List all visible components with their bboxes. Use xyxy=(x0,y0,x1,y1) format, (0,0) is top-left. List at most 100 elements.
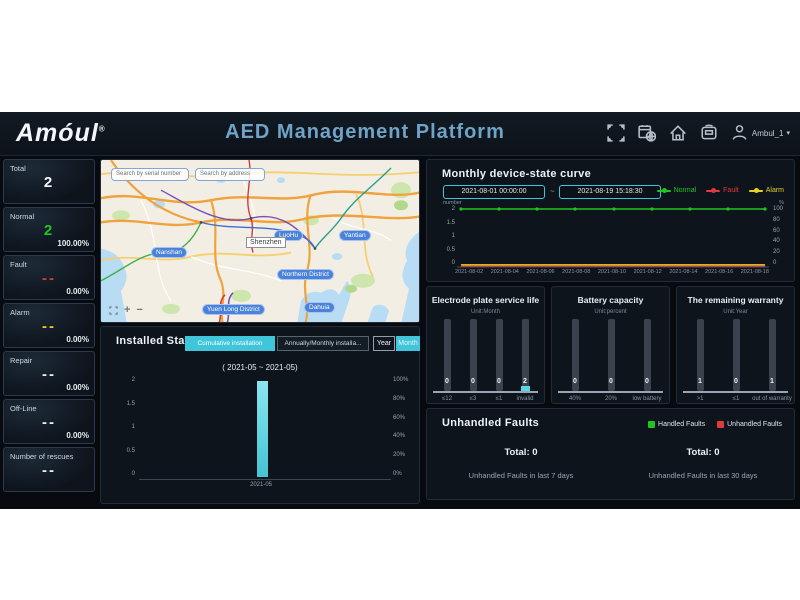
bar-track xyxy=(644,319,651,391)
kpi-label: Normal xyxy=(10,212,35,221)
bar-category: low battery xyxy=(632,396,662,402)
monthly-x-axis: 2021-08-02 2021-08-04 2021-08-06 2021-08… xyxy=(455,269,769,275)
kpi-label: Fault xyxy=(10,260,27,269)
header-bar: Amóul® AED Management Platform Ambul_1 ▾ xyxy=(0,112,800,156)
date-to-input[interactable]: 2021-08-19 15:18:30 xyxy=(559,185,661,199)
bar-track xyxy=(769,319,776,391)
bar-track xyxy=(697,319,704,391)
legend-label: Handled Faults xyxy=(658,421,706,428)
bar-track xyxy=(522,319,529,391)
brand-logo: Amóul® xyxy=(16,119,106,147)
bar-track xyxy=(444,319,451,391)
map-canvas[interactable]: Search by serial number Search by addres… xyxy=(100,159,420,323)
kpi-card-offline: Off-Line -- 0.00% xyxy=(3,399,95,444)
map-fullscreen-icon[interactable] xyxy=(109,305,118,315)
kpi-label: Alarm xyxy=(10,308,30,317)
kpi-label: Total xyxy=(10,164,26,173)
kpi-card-alarm: Alarm -- 0.00% xyxy=(3,303,95,348)
user-icon xyxy=(731,124,749,142)
legend-item-fault[interactable]: Fault xyxy=(706,187,739,194)
legend-label: Fault xyxy=(723,187,739,194)
legend-item-normal[interactable]: Normal xyxy=(656,187,696,194)
installed-date-range: ( 2021-05 ~ 2021-05) xyxy=(222,363,298,372)
baseline xyxy=(558,391,663,393)
date-from-input[interactable]: 2021-08-01 00:00:00 xyxy=(443,185,545,199)
fullscreen-icon[interactable] xyxy=(607,124,625,142)
kpi-label: Number of rescues xyxy=(10,452,74,461)
chevron-down-icon: ▾ xyxy=(786,130,790,137)
bar-fill-invalid xyxy=(521,386,530,391)
dashboard-root: Amóul® AED Management Platform Ambul_1 ▾ xyxy=(0,112,800,509)
map-label-northern-district: Northern District xyxy=(277,269,334,280)
year-button[interactable]: Year xyxy=(373,336,395,351)
home-icon[interactable] xyxy=(669,124,687,142)
bar-value: 0 xyxy=(734,378,738,385)
map-label-dahuia: Dahuia xyxy=(304,302,335,313)
map-zoom-out-button[interactable]: − xyxy=(136,304,143,316)
bar-track xyxy=(470,319,477,391)
baseline xyxy=(683,391,788,393)
tab-annually-monthly-installation[interactable]: Annually/Monthly installa... xyxy=(277,336,369,351)
kpi-card-fault: Fault -- 0.00% xyxy=(3,255,95,300)
installed-y-axis-left: 2 1.5 1 0.5 0 xyxy=(126,377,135,477)
warranty-unit: Unit:Year xyxy=(723,309,748,315)
bar-value: 2 xyxy=(523,378,527,385)
bar-value: 0 xyxy=(445,378,449,385)
kpi-label: Off-Line xyxy=(10,404,37,413)
kpi-percent: 0.00% xyxy=(66,431,89,440)
electrode-title: Electrode plate service life xyxy=(431,295,540,305)
map-label-shenzhen: Shenzhen xyxy=(246,237,286,248)
monthly-curve-plot[interactable] xyxy=(457,206,769,270)
map-tiles xyxy=(101,160,419,322)
legend-line-icon xyxy=(748,188,763,193)
electrode-unit: Unit:Month xyxy=(470,309,500,315)
date-range-separator: ~ xyxy=(550,187,555,196)
map-label-yuen-long-district: Yuen Long District xyxy=(202,304,265,315)
header-icon-cluster: Ambul_1 ▾ xyxy=(607,124,790,142)
bar-category: ≤12 xyxy=(442,396,452,402)
legend-item-alarm[interactable]: Alarm xyxy=(748,187,784,194)
bar-value: 0 xyxy=(497,378,501,385)
kpi-card-total: Total 2 xyxy=(3,159,95,204)
language-calendar-icon[interactable] xyxy=(638,124,657,142)
map-search-address-input[interactable]: Search by address xyxy=(195,168,265,181)
bar-category: >1 xyxy=(696,396,704,402)
caption-30-days: Unhandled Faults in last 30 days xyxy=(648,471,758,480)
faults-30-days-block: Total: 0 Unhandled Faults in last 30 day… xyxy=(613,447,793,480)
map-search-serial-input[interactable]: Search by serial number xyxy=(111,168,189,181)
registered-mark: ® xyxy=(98,124,106,134)
aed-device-icon[interactable] xyxy=(700,124,718,142)
map-zoom-in-button[interactable]: + xyxy=(124,304,131,316)
legend-item-handled: Handled Faults xyxy=(648,421,705,428)
legend-label: Unhandled Faults xyxy=(727,421,782,428)
kpi-value: -- xyxy=(42,270,56,287)
legend-line-icon xyxy=(706,188,721,193)
y-left-axis-label: number xyxy=(443,200,462,206)
kpi-card-repair: Repair -- 0.00% xyxy=(3,351,95,396)
y-right-axis-label: % xyxy=(779,200,784,206)
monthly-legend: Normal Fault Alarm xyxy=(656,187,784,194)
bar-value: 0 xyxy=(609,378,613,385)
faults-legend: Handled Faults Unhandled Faults xyxy=(648,421,782,428)
bar-value: 0 xyxy=(471,378,475,385)
kpi-value: 2 xyxy=(43,222,55,239)
month-button[interactable]: Month xyxy=(396,336,420,351)
battery-capacity-panel: Battery capacity Unit:percent 0 0 0 40% … xyxy=(551,286,670,404)
total-7-days: Total: 0 xyxy=(504,447,538,458)
caption-7-days: Unhandled Faults in last 7 days xyxy=(468,471,574,480)
bar-track xyxy=(608,319,615,391)
kpi-value: -- xyxy=(42,414,56,431)
monthly-curve-panel: Monthly device-state curve 2021-08-01 00… xyxy=(426,159,795,282)
bar-track xyxy=(733,319,740,391)
faults-7-days-block: Total: 0 Unhandled Faults in last 7 days xyxy=(431,447,611,480)
tab-cumulative-installation[interactable]: Cumulative installation xyxy=(185,336,275,351)
unhandled-faults-title: Unhandled Faults xyxy=(442,417,540,429)
bar-category: out of warranty xyxy=(752,396,792,402)
bar-category: 20% xyxy=(604,396,617,402)
map-label-nanshan: Nanshan xyxy=(151,247,188,258)
remaining-warranty-panel: The remaining warranty Unit:Year 1 0 1 >… xyxy=(676,286,795,404)
installed-bar-2021-05[interactable] xyxy=(257,381,268,477)
page-title: AED Management Platform xyxy=(225,121,505,143)
user-menu[interactable]: Ambul_1 ▾ xyxy=(731,124,790,142)
kpi-value: 2 xyxy=(43,174,55,191)
